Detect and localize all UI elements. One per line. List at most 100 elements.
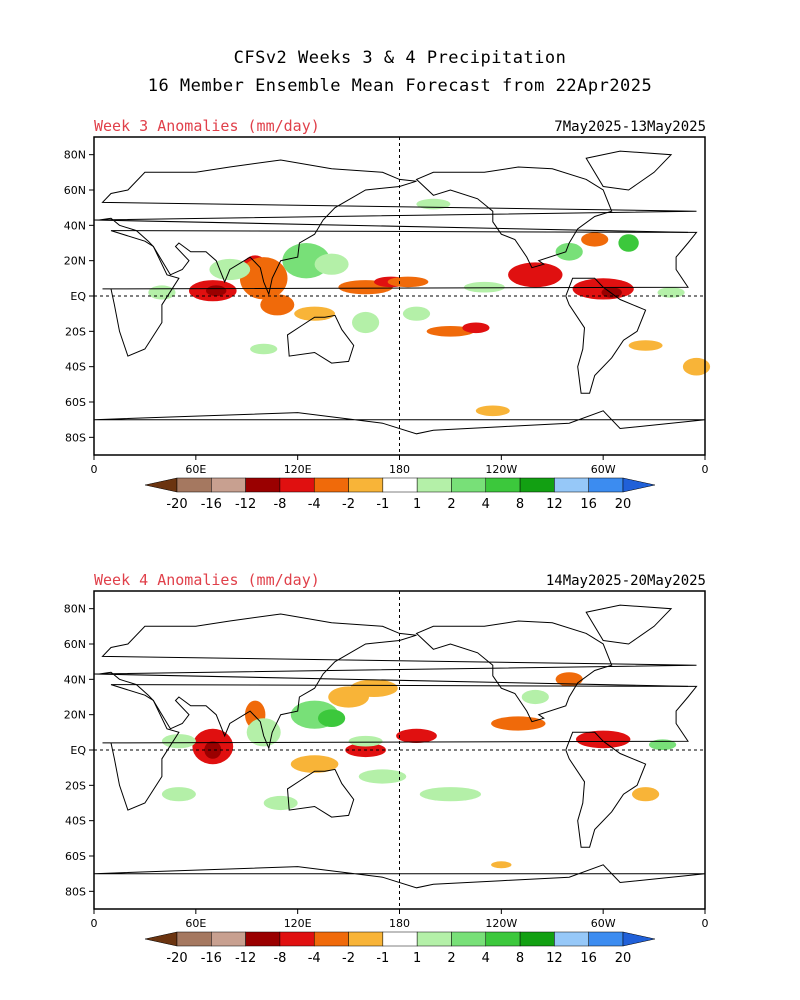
- colorbar-label: 12: [546, 497, 563, 512]
- anomaly-region: [491, 861, 512, 869]
- lat-tick-label: 20S: [65, 325, 86, 338]
- colorbar-swatch: [519, 931, 555, 947]
- colorbar-label: 8: [516, 951, 524, 966]
- anomaly-region: [396, 728, 437, 744]
- colorbar-swatch: [245, 477, 281, 493]
- coastline: [415, 620, 613, 723]
- coastline: [415, 166, 613, 269]
- lon-tick-label: 0: [702, 917, 709, 929]
- lon-tick-label: 60W: [591, 917, 616, 929]
- coastline: [102, 230, 698, 357]
- colorbar-swatch: [416, 477, 452, 493]
- colorbar-label: -8: [273, 497, 286, 512]
- lon-tick-label: 120W: [485, 917, 517, 929]
- coastline: [93, 410, 706, 435]
- lon-tick-label: 60E: [185, 463, 206, 475]
- anomaly-region: [352, 311, 380, 334]
- lon-tick-label: 120E: [284, 917, 312, 929]
- anomaly-region: [649, 739, 677, 750]
- week4-colorbar: -20 -16 -12 -8 -4 -2 -1 1 2 4 8 12 16 20: [144, 931, 656, 966]
- colorbar-swatch: [485, 931, 521, 947]
- colorbar-swatch: [588, 477, 624, 493]
- colorbar-label: 1: [413, 951, 421, 966]
- colorbar-swatch: [176, 477, 212, 493]
- lon-tick-label: 180: [389, 463, 410, 475]
- colorbar-label: -20: [166, 497, 187, 512]
- anomaly-region: [682, 357, 711, 376]
- colorbar-max-cap: [622, 931, 656, 947]
- colorbar-swatch: [279, 477, 315, 493]
- coastline: [585, 604, 673, 645]
- colorbar-label: -4: [308, 951, 321, 966]
- colorbar-label: 16: [580, 951, 597, 966]
- anomaly-region: [555, 243, 583, 261]
- colorbar-swatch: [211, 477, 246, 493]
- colorbar-label: 16: [580, 497, 597, 512]
- colorbar-label: -1: [376, 497, 389, 512]
- coastline: [93, 864, 706, 889]
- coastline: [286, 768, 355, 818]
- anomaly-region: [350, 679, 398, 697]
- coastline: [585, 150, 673, 191]
- anomaly-region: [657, 287, 685, 298]
- colorbar-label: 8: [516, 497, 524, 512]
- anomaly-region: [161, 787, 196, 802]
- lat-tick-label: EQ: [70, 744, 86, 757]
- anomaly-region: [508, 262, 563, 288]
- anomaly-region: [618, 234, 639, 252]
- anomaly-region: [294, 306, 335, 321]
- coastline: [93, 159, 697, 296]
- colorbar-label: 20: [615, 497, 632, 512]
- anomaly-region: [260, 294, 295, 316]
- anomaly-region: [464, 281, 505, 293]
- anomaly-region: [387, 276, 429, 288]
- colorbar-swatch: [313, 931, 349, 947]
- week4-dates: 14May2025-20May2025: [545, 573, 706, 589]
- colorbar-swatch: [519, 477, 555, 493]
- anomaly-region: [491, 716, 546, 731]
- colorbar-swatch: [588, 931, 624, 947]
- anomaly-region: [576, 730, 631, 749]
- anomaly-region: [318, 709, 346, 727]
- lat-tick-label: 80S: [65, 885, 86, 898]
- anomaly-region: [555, 672, 583, 687]
- lon-tick-label: 120E: [284, 463, 312, 475]
- week3-label: Week 3 Anomalies (mm/day): [94, 117, 320, 135]
- colorbar-label: 4: [482, 497, 490, 512]
- anomaly-region: [206, 285, 227, 297]
- colorbar-label: -16: [201, 951, 222, 966]
- lat-tick-label: 60S: [65, 396, 86, 409]
- lon-tick-label: 60W: [591, 463, 616, 475]
- lat-tick-label: 40S: [65, 361, 86, 374]
- colorbar-swatch: [313, 477, 349, 493]
- colorbar-label: -12: [235, 951, 256, 966]
- colorbar-swatch: [245, 931, 281, 947]
- lat-tick-label: 60N: [64, 638, 86, 651]
- colorbar-swatch: [451, 477, 487, 493]
- colorbar-swatch: [382, 477, 418, 493]
- colorbar-label: 4: [482, 951, 490, 966]
- anomaly-region: [246, 718, 281, 747]
- week4-map: 80N 60N 40N 20N EQ 20S 40S 60S 80S 0 60E 120E 180 120…: [64, 590, 709, 929]
- anomaly-region: [204, 741, 222, 759]
- lat-tick-label: 20S: [65, 779, 86, 792]
- coastline: [565, 277, 647, 394]
- lon-tick-label: 120W: [485, 463, 517, 475]
- week3-map: 80N 60N 40N 20N EQ 20S 40S 60S 80S 0 60E 120E 180 120…: [64, 136, 711, 475]
- week4-label: Week 4 Anomalies (mm/day): [94, 571, 320, 589]
- colorbar-label: 2: [447, 497, 455, 512]
- anomaly-region: [475, 405, 510, 417]
- lat-tick-label: 80S: [65, 431, 86, 444]
- coastline: [93, 613, 697, 750]
- colorbar-label: 12: [546, 951, 563, 966]
- colorbar-label: -20: [166, 951, 187, 966]
- colorbar-label: -2: [342, 951, 355, 966]
- map-layers: 80N 60N 40N 20N EQ 20S 40S 60S 80S 0 60E 120E 180 120…: [64, 590, 709, 929]
- anomaly-region: [581, 232, 609, 247]
- anomaly-region: [239, 257, 288, 300]
- anomaly-region: [290, 755, 339, 773]
- colorbar-swatch: [348, 931, 384, 947]
- colorbar-swatch: [554, 477, 589, 493]
- colorbar-label: -16: [201, 497, 222, 512]
- lat-tick-label: 80N: [64, 149, 86, 162]
